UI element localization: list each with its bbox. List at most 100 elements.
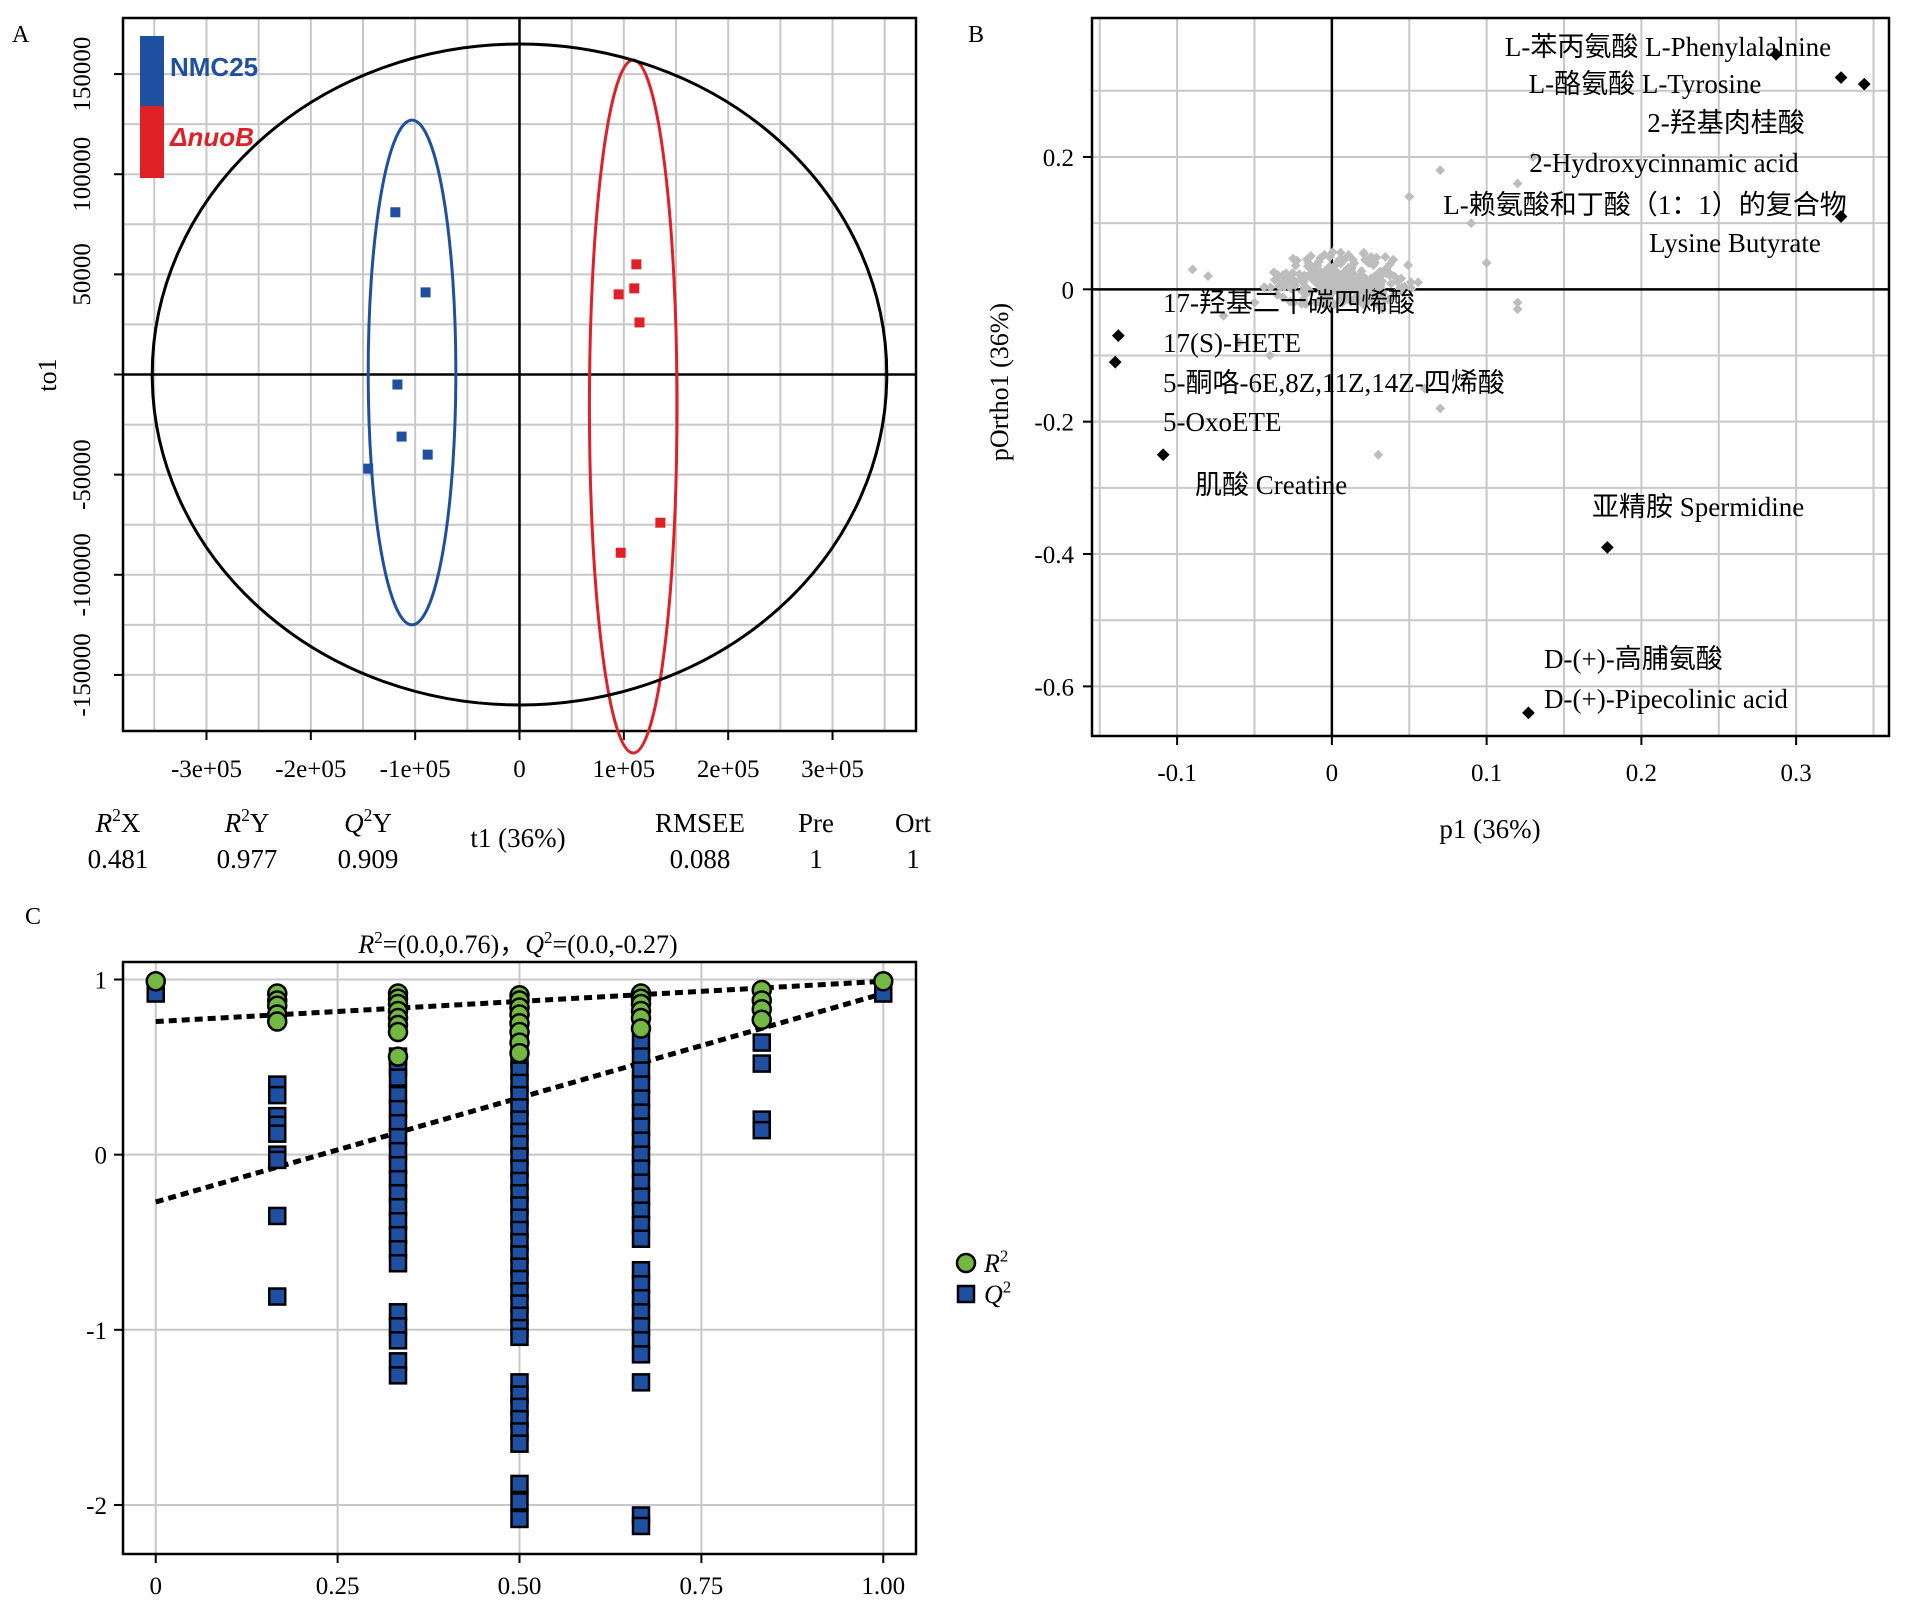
legend-swatch-q2 (956, 1284, 976, 1304)
legend-swatch-nmc25 (140, 36, 164, 106)
q2-point (388, 1366, 408, 1385)
r2-point (145, 971, 166, 992)
x-tick-label: 0.3 (1781, 760, 1812, 787)
feature-point (1404, 191, 1415, 202)
y-tick-label: -1 (86, 1318, 107, 1345)
feature-point (1435, 403, 1446, 414)
x-axis-title: t1 (36%) (470, 823, 565, 853)
y-tick-label: 1 (95, 968, 108, 995)
feature-point (1312, 275, 1323, 286)
metabolite-annotation: D-(+)-高脯氨酸 (1544, 644, 1723, 674)
x-tick-label: -0.1 (1157, 760, 1197, 787)
feature-point (1466, 218, 1477, 229)
x-tick-label: 0 (513, 756, 526, 783)
q2-point (267, 1150, 287, 1170)
data-point (615, 547, 626, 558)
x-axis-title: p1 (36%) (1439, 814, 1540, 844)
y-tick-label: 50000 (69, 243, 96, 306)
feature-point (1380, 252, 1391, 262)
feature-point (1383, 294, 1394, 305)
q2-point (388, 1068, 408, 1087)
x-tick-label: 0.75 (680, 1573, 724, 1600)
q2-point (631, 1516, 651, 1536)
data-point (655, 517, 666, 528)
q2-point (631, 1373, 651, 1392)
feature-point (1512, 178, 1523, 189)
r2-point (266, 1011, 288, 1032)
legend-label-nmc25: NMC25 (170, 52, 258, 82)
feature-point (1301, 299, 1312, 310)
panel-c-permutation-plot: R2=(0.0,0.76)，Q2=(0.0,-0.27) 0 0.25 0.50 0.7… (86, 928, 1011, 1600)
r2-point (751, 1009, 773, 1031)
x-tick-label: 0 (1326, 760, 1339, 787)
feature-point (1389, 289, 1400, 300)
feature-point (1321, 273, 1332, 284)
feature-point (1313, 296, 1324, 307)
stat-value: 0.481 (88, 844, 149, 874)
x-tick-label: 0.50 (498, 1573, 542, 1600)
feature-point (1378, 287, 1388, 298)
feature-point (1372, 299, 1383, 310)
feature-point (1335, 258, 1346, 269)
feature-point (1341, 278, 1352, 288)
q2-point (388, 1331, 408, 1350)
feature-point (1299, 282, 1310, 293)
q2-point (510, 1509, 529, 1529)
feature-point (1304, 269, 1315, 280)
feature-point (1358, 249, 1369, 259)
feature-point (1234, 337, 1244, 348)
data-point (392, 379, 403, 390)
feature-point (1335, 247, 1346, 258)
x-tick-label: 0.2 (1626, 760, 1657, 787)
stat-name: Ort (895, 808, 931, 838)
feature-point (1399, 281, 1410, 292)
feature-point (1288, 253, 1298, 264)
metabolite-annotation: D-(+)-Pipecolinic acid (1544, 684, 1788, 714)
y-tick-label: 0.2 (1043, 145, 1074, 172)
feature-point (1373, 449, 1384, 460)
feature-point (1320, 290, 1331, 301)
q2-point (510, 1327, 529, 1347)
feature-point (1354, 285, 1365, 296)
stat-name: R2X (95, 805, 141, 838)
stat-value: 0.088 (670, 844, 731, 874)
panel-label-a: A (12, 22, 30, 48)
panel-label-c: C (25, 904, 41, 930)
legend-swatch-nuob (140, 106, 164, 178)
feature-point (1384, 270, 1395, 281)
feature-point (1343, 263, 1353, 273)
y-tick-label: -0.6 (1034, 674, 1074, 701)
y-tick-label: 150000 (69, 37, 96, 112)
feature-point (1249, 297, 1260, 308)
metabolite-annotation: 17-羟基二十碳四烯酸 (1163, 288, 1415, 318)
stat-value: 0.909 (338, 844, 399, 874)
feature-point (1403, 260, 1413, 271)
feature-point (1347, 278, 1358, 289)
feature-point (1386, 278, 1396, 289)
y-tick-label: 0 (95, 1143, 108, 1170)
metabolite-annotation: 亚精胺 Spermidine (1592, 492, 1804, 522)
feature-point (1290, 276, 1301, 287)
metabolite-annotation: L-苯丙氨酸 L-Phenylalalnine (1505, 32, 1831, 62)
q2-point (510, 1434, 529, 1453)
feature-point (1528, 152, 1539, 162)
x-tick-label: 3e+05 (801, 756, 864, 783)
feature-point (1272, 289, 1283, 300)
feature-point (1512, 304, 1523, 315)
metabolite-annotation: Lysine Butyrate (1649, 228, 1821, 258)
r2-point (509, 1042, 530, 1064)
data-point (634, 317, 645, 328)
feature-point (1325, 296, 1336, 307)
q2-point (510, 1492, 529, 1511)
y-axis-title: pOrtho1 (36%) (985, 303, 1014, 461)
data-point (613, 289, 624, 300)
y-tick-label: 0 (1062, 277, 1075, 304)
feature-point (1366, 273, 1377, 284)
feature-point (1512, 297, 1523, 308)
metabolite-annotation: 5-酮咯-6E,8Z,11Z,14Z-四烯酸 (1163, 368, 1505, 398)
metabolite-annotation: 肌酸 Creatine (1195, 470, 1347, 500)
x-tick-label: 2e+05 (697, 756, 760, 783)
feature-point (1275, 282, 1286, 292)
feature-point (1302, 261, 1313, 272)
legend-label-r2: R2 (983, 1247, 1008, 1278)
